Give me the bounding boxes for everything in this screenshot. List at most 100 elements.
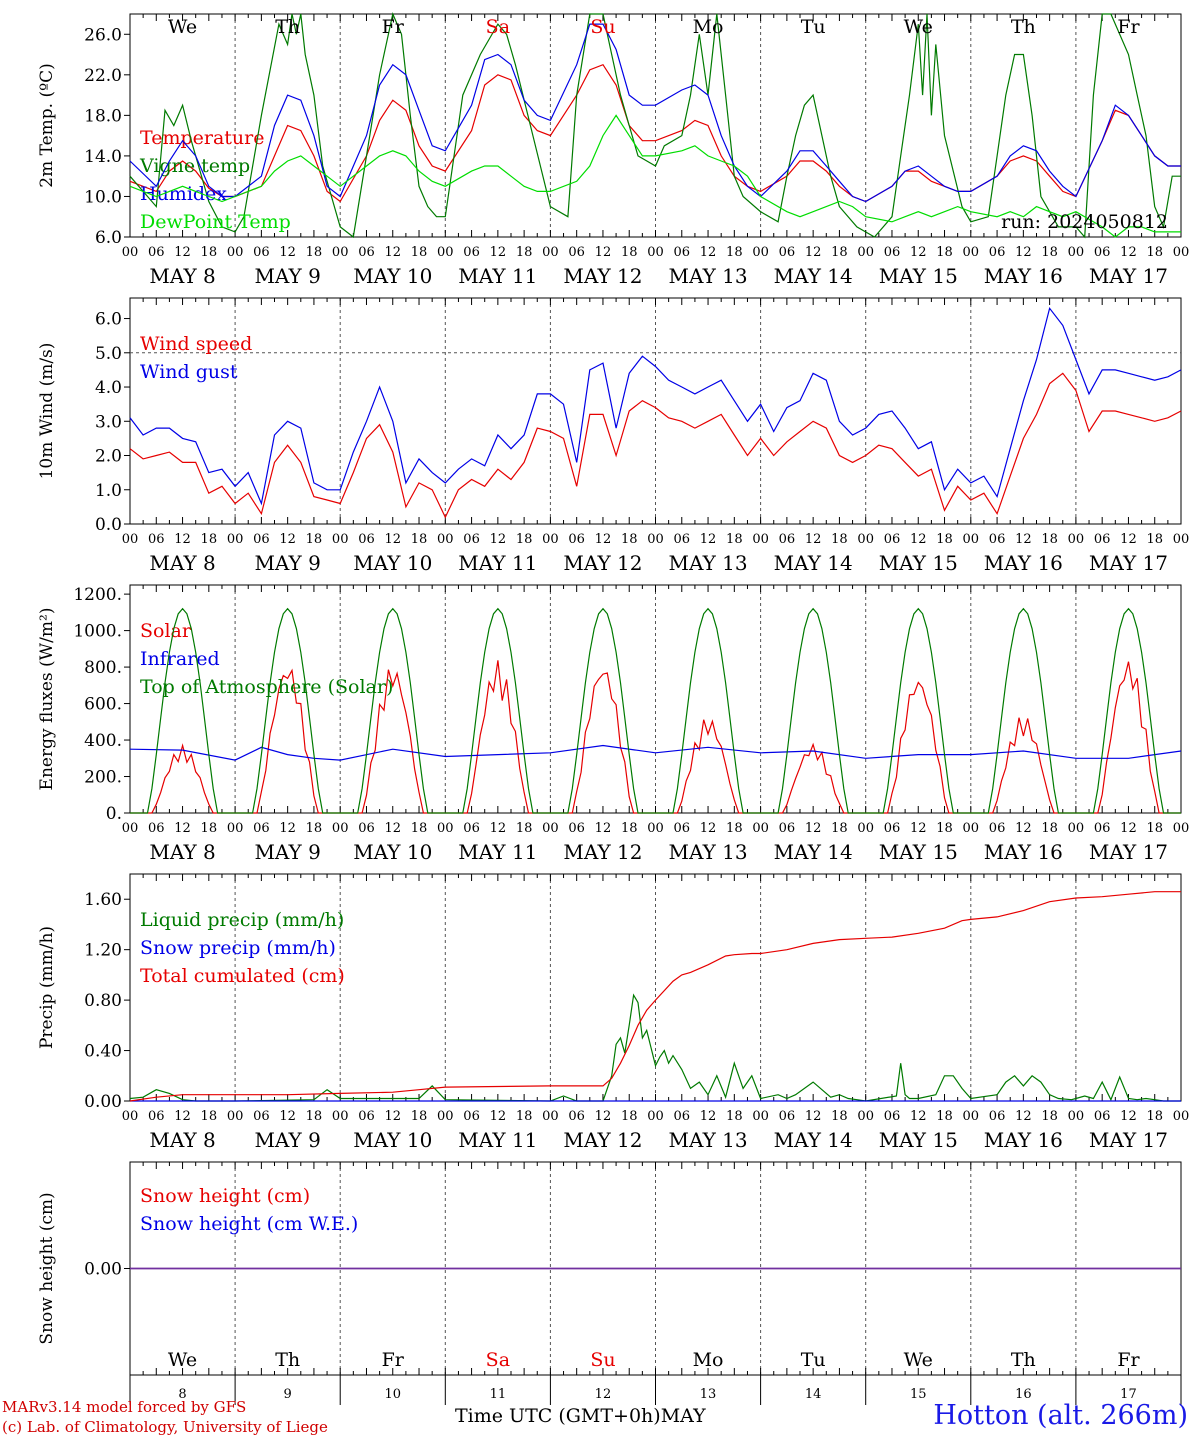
y-tick-label: 2.0 [95, 447, 122, 467]
hour-tick-label: 00 [437, 1109, 454, 1124]
day-number: 12 [595, 1387, 612, 1402]
hour-tick-label: 06 [884, 1109, 901, 1124]
hour-tick-label: 12 [805, 245, 822, 260]
hour-tick-label: 18 [201, 245, 218, 260]
hour-tick-label: 06 [148, 532, 165, 547]
hour-tick-label: 12 [910, 532, 927, 547]
date-label: MAY 9 [254, 840, 320, 864]
day-abbr-bottom: Sa [486, 1349, 510, 1371]
day-number: 17 [1120, 1387, 1137, 1402]
hour-tick-label: 12 [1015, 245, 1032, 260]
date-label: MAY 17 [1089, 264, 1168, 288]
copyright-credit: (c) Lab. of Climatology, University of L… [2, 1418, 328, 1436]
series-line [129, 891, 1181, 1102]
y-tick-label: 1.20 [84, 941, 122, 961]
date-label: MAY 15 [879, 264, 958, 288]
hour-tick-label: 06 [463, 1109, 480, 1124]
hour-tick-label: 18 [726, 1109, 743, 1124]
date-label: MAY 13 [668, 551, 747, 575]
day-abbr-bottom: Fr [1117, 1349, 1140, 1371]
legend-entry: DewPoint Temp [140, 211, 291, 233]
day-abbr-bottom: We [168, 1349, 197, 1371]
date-label: MAY 13 [668, 264, 747, 288]
hour-tick-label: 06 [463, 245, 480, 260]
hour-tick-label: 18 [1146, 532, 1163, 547]
y-tick-label: 200. [84, 768, 122, 788]
y-tick-label: 4.0 [95, 378, 122, 398]
y-tick-label: 3.0 [95, 412, 122, 432]
hour-tick-label: 12 [490, 821, 507, 836]
date-label: MAY 15 [879, 840, 958, 864]
hour-tick-label: 00 [752, 245, 769, 260]
hour-tick-label: 18 [621, 532, 638, 547]
panel-2: 0.0 1.0 2.0 3.0 4.0 5.0 6.0 10m Wind (m/s) Wind … [37, 297, 1189, 575]
y-axis-label: Snow height (cm) [37, 1192, 57, 1344]
hour-tick-label: 06 [148, 1109, 165, 1124]
hour-tick-label: 06 [1094, 245, 1111, 260]
hour-tick-label: 00 [1173, 821, 1190, 836]
hour-tick-label: 18 [726, 245, 743, 260]
hour-tick-label: 12 [700, 1109, 717, 1124]
hour-tick-label: 00 [963, 245, 980, 260]
date-label: MAY 11 [458, 551, 537, 575]
hour-tick-label: 18 [306, 245, 323, 260]
hour-tick-label: 06 [253, 1109, 270, 1124]
hour-tick-label: 18 [411, 532, 428, 547]
series-line [129, 63, 1181, 203]
legend-entry: Top of Atmosphere (Solar) [140, 676, 393, 698]
hour-tick-label: 18 [1146, 1109, 1163, 1124]
hour-tick-label: 06 [358, 821, 375, 836]
hour-tick-label: 12 [805, 821, 822, 836]
date-label: MAY 12 [563, 840, 642, 864]
hour-tick-label: 12 [384, 532, 401, 547]
hour-tick-label: 06 [674, 821, 691, 836]
series-line [129, 114, 1181, 238]
hour-tick-label: 06 [1094, 532, 1111, 547]
date-label: MAY 10 [353, 551, 432, 575]
hour-tick-label: 06 [253, 532, 270, 547]
date-label: MAY 11 [458, 1128, 537, 1152]
hour-tick-label: 06 [1094, 1109, 1111, 1124]
date-label: MAY 10 [353, 840, 432, 864]
y-tick-label: 0. [106, 804, 122, 824]
hour-tick-label: 06 [148, 245, 165, 260]
hour-tick-label: 00 [437, 821, 454, 836]
date-label: MAY 12 [563, 264, 642, 288]
day-abbr-top: Mo [693, 16, 724, 38]
hour-tick-label: 18 [1041, 532, 1058, 547]
date-label: MAY 16 [984, 264, 1063, 288]
hour-tick-label: 18 [516, 1109, 533, 1124]
day-number: 13 [700, 1387, 717, 1402]
day-abbr-top: Fr [382, 16, 405, 38]
hour-tick-label: 00 [647, 821, 664, 836]
hour-tick-label: 18 [831, 245, 848, 260]
hour-tick-label: 00 [647, 245, 664, 260]
date-label: MAY 12 [563, 1128, 642, 1152]
time-axis-text: Time UTC (GMT+0h) [455, 1405, 661, 1427]
hour-tick-label: 06 [674, 532, 691, 547]
day-abbr-bottom: We [904, 1349, 933, 1371]
hour-tick-label: 12 [384, 245, 401, 260]
date-label: MAY 17 [1089, 551, 1168, 575]
hour-tick-label: 06 [463, 532, 480, 547]
hour-tick-label: 18 [936, 821, 953, 836]
hour-tick-label: 12 [595, 821, 612, 836]
date-label: MAY 12 [563, 551, 642, 575]
y-tick-label: 1000. [73, 622, 122, 642]
legend-entry: Snow precip (mm/h) [140, 937, 336, 959]
date-label: MAY 11 [458, 840, 537, 864]
hour-tick-label: 06 [989, 1109, 1006, 1124]
hour-tick-label: 00 [122, 1109, 139, 1124]
time-axis-label: Time UTC (GMT+0h)MAY [455, 1405, 706, 1427]
station-label: Hotton (alt. 266m) [933, 1400, 1188, 1431]
day-number: 15 [910, 1387, 927, 1402]
hour-tick-label: 12 [279, 1109, 296, 1124]
day-abbr-top: Sa [486, 16, 510, 38]
y-axis-label: Energy fluxes (W/m²) [37, 608, 57, 791]
y-tick-label: 10.0 [84, 187, 122, 207]
panel-5: 0.00 Snow height (cm) Snow height (cm) Snow… [37, 1161, 1182, 1376]
y-axis-label: Precip (mm/h) [37, 926, 57, 1049]
hour-tick-label: 12 [910, 245, 927, 260]
legend-entry: Wind speed [140, 333, 252, 355]
day-abbr-top: Th [275, 16, 300, 38]
